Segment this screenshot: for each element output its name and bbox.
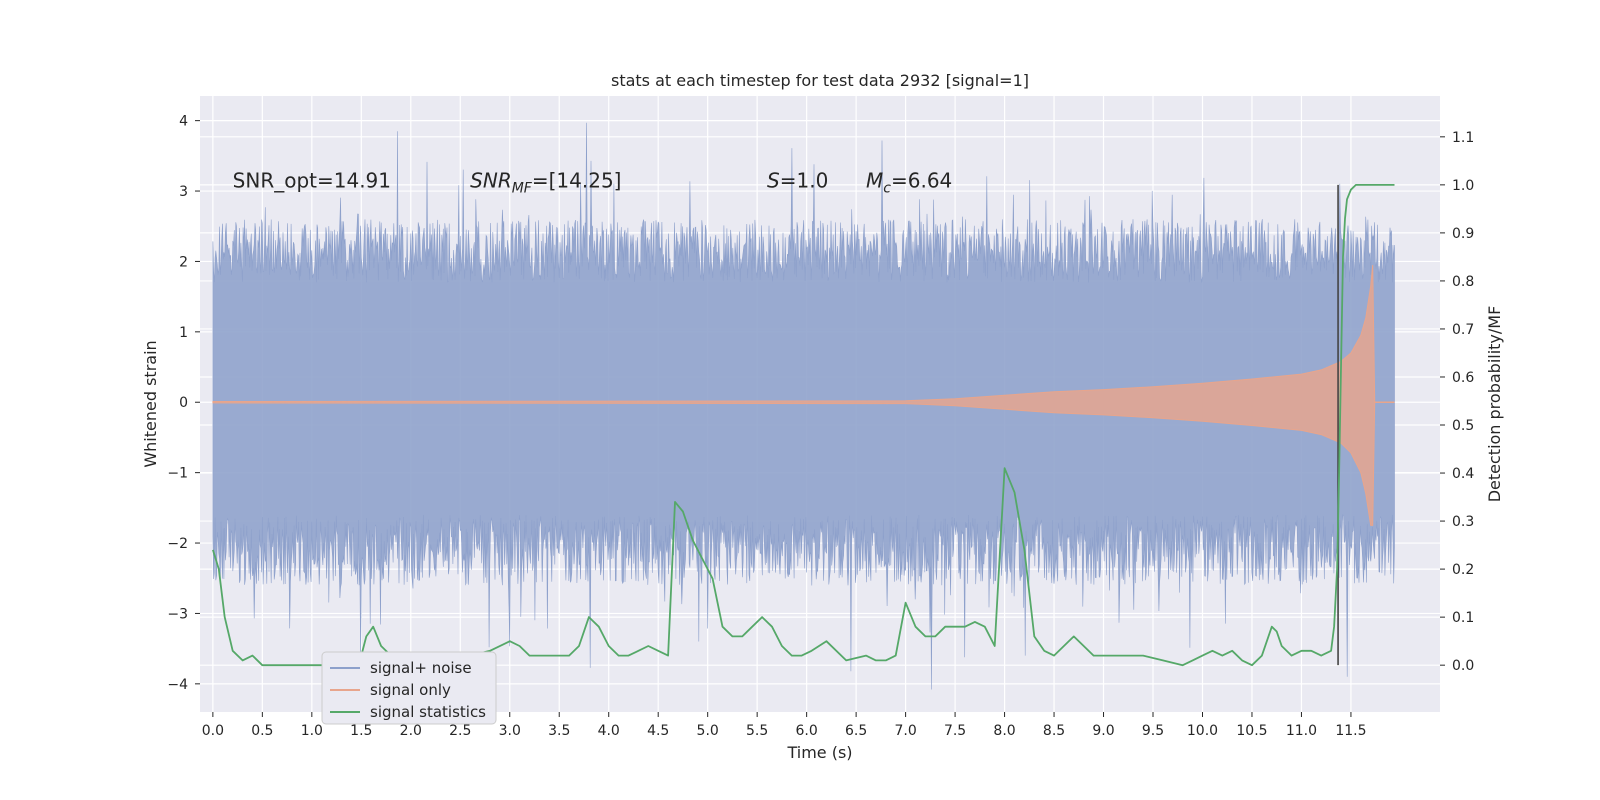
y-tick-label: 0: [179, 395, 188, 411]
y2-tick-label: 1.0: [1452, 178, 1474, 194]
x-tick-label: 10.0: [1187, 723, 1218, 739]
y2-tick-label: 0.2: [1452, 562, 1474, 578]
x-tick-label: 0.5: [251, 723, 273, 739]
y-tick-label: 2: [179, 254, 188, 270]
y2-tick-label: 0.9: [1452, 226, 1474, 242]
legend-label-signal-only: signal only: [370, 681, 451, 699]
series-signal-only: [212, 264, 1376, 526]
legend-label-signal-noise: signal+ noise: [370, 659, 472, 677]
x-tick-label: 6.0: [796, 723, 818, 739]
annotation-snr-opt: SNR_opt=14.91: [233, 169, 391, 193]
y-tick-label: −1: [167, 466, 188, 482]
y-tick-label: 1: [179, 325, 188, 341]
y2-tick-label: 0.6: [1452, 370, 1474, 386]
x-tick-label: 8.5: [1043, 723, 1065, 739]
x-tick-label: 1.5: [350, 723, 372, 739]
annotations: SNR_opt=14.91 SNRMF=[14.25] S=1.0 Mc=6.64: [233, 169, 953, 197]
x-tick-label: 5.5: [746, 723, 768, 739]
x-tick-label: 3.0: [499, 723, 521, 739]
annotation-s-value: S=1.0: [767, 169, 828, 193]
x-tick-label: 3.5: [548, 723, 570, 739]
y2-tick-label: 0.0: [1452, 658, 1474, 674]
y-tick-label: 4: [179, 114, 188, 130]
x-tick-label: 5.0: [697, 723, 719, 739]
y2-tick-label: 0.3: [1452, 514, 1474, 530]
x-axis-label: Time (s): [786, 743, 852, 762]
y2-tick-label: 0.4: [1452, 466, 1474, 482]
y2-tick-label: 1.1: [1452, 130, 1474, 146]
x-tick-label: 1.0: [301, 723, 323, 739]
y2-tick-label: 0.5: [1452, 418, 1474, 434]
y-tick-label: −2: [167, 536, 188, 552]
x-tick-label: 2.5: [449, 723, 471, 739]
x-tick-label: 10.5: [1236, 723, 1267, 739]
y2-axis-label: Detection probability/MF: [1485, 306, 1504, 503]
y2-tick-label: 0.7: [1452, 322, 1474, 338]
x-tick-label: 11.0: [1286, 723, 1317, 739]
y2-tick-label: 0.1: [1452, 610, 1474, 626]
x-tick-label: 0.0: [202, 723, 224, 739]
x-tick-label: 4.5: [647, 723, 669, 739]
legend: signal+ noise signal only signal statist…: [321, 651, 497, 725]
x-tick-label: 8.0: [993, 723, 1015, 739]
x-tick-label: 9.5: [1142, 723, 1164, 739]
series-signal-noise: [212, 122, 1395, 690]
y-tick-label: −3: [167, 606, 188, 622]
x-tick-label: 4.0: [598, 723, 620, 739]
y-axis-label: Whitened strain: [141, 340, 160, 467]
annotation-snr-mf: SNRMF=[14.25]: [470, 169, 621, 197]
x-tick-label: 9.0: [1092, 723, 1114, 739]
chart-title: stats at each timestep for test data 293…: [611, 71, 1029, 90]
x-tick-label: 7.0: [894, 723, 916, 739]
legend-label-signal-statistics: signal statistics: [370, 703, 486, 721]
y2-tick-label: 0.8: [1452, 274, 1474, 290]
y-tick-label: 3: [179, 184, 188, 200]
x-tick-label: 11.5: [1335, 723, 1366, 739]
y-tick-label: −4: [167, 677, 188, 693]
x-tick-label: 6.5: [845, 723, 867, 739]
x-tick-label: 7.5: [944, 723, 966, 739]
tick-layer: 0.0 0.5 1.0 1.5 2.0 2.5 3.0 3.5 4.0 4.5 5.0 5.5 6.0 6…: [167, 114, 1474, 739]
annotation-mc-value: Mc=6.64: [866, 169, 952, 197]
legend-box: [321, 651, 497, 725]
x-tick-label: 2.0: [400, 723, 422, 739]
